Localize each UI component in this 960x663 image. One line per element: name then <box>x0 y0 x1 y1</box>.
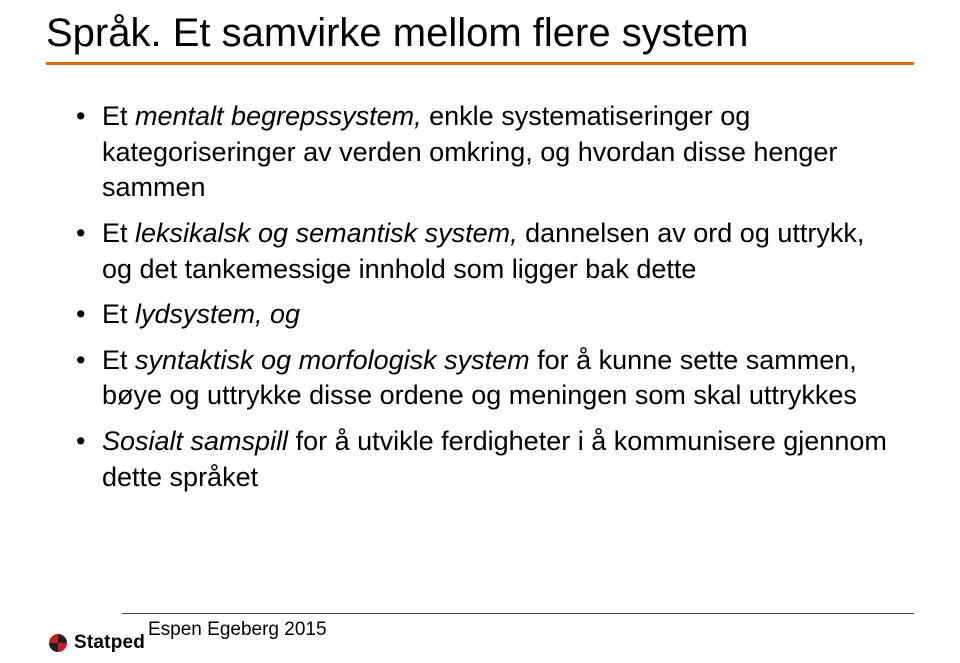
statped-icon <box>46 631 70 655</box>
footer-divider <box>122 613 914 614</box>
list-item: Et syntaktisk og morfologisk system for … <box>76 343 900 414</box>
bullet-list: Et mentalt begrepssystem, enkle systemat… <box>76 99 900 495</box>
slide-title: Språk. Et samvirke mellom flere system <box>46 10 914 56</box>
bullet-pre: Et <box>102 299 135 329</box>
bullet-emphasis: lydsystem, og <box>135 299 300 329</box>
footer: Espen Egeberg 2015 Statped <box>0 607 960 663</box>
logo: Statped <box>46 631 145 655</box>
bullet-pre: Et <box>102 101 135 131</box>
footer-text: Espen Egeberg 2015 <box>148 619 327 641</box>
bullet-emphasis: mentalt begrepssystem, <box>135 101 422 131</box>
content-area: Et mentalt begrepssystem, enkle systemat… <box>0 65 960 495</box>
list-item: Et lydsystem, og <box>76 297 900 333</box>
title-area: Språk. Et samvirke mellom flere system <box>0 0 960 65</box>
bullet-emphasis: leksikalsk og semantisk system, <box>135 218 518 248</box>
slide: Språk. Et samvirke mellom flere system E… <box>0 0 960 663</box>
bullet-pre: Et <box>102 345 135 375</box>
list-item: Sosialt samspill for å utvikle ferdighet… <box>76 424 900 495</box>
bullet-emphasis: syntaktisk og morfologisk system <box>135 345 530 375</box>
bullet-pre: Et <box>102 218 135 248</box>
list-item: Et leksikalsk og semantisk system, danne… <box>76 216 900 287</box>
list-item: Et mentalt begrepssystem, enkle systemat… <box>76 99 900 206</box>
logo-text: Statped <box>74 632 145 654</box>
bullet-emphasis: Sosialt samspill <box>102 426 288 456</box>
